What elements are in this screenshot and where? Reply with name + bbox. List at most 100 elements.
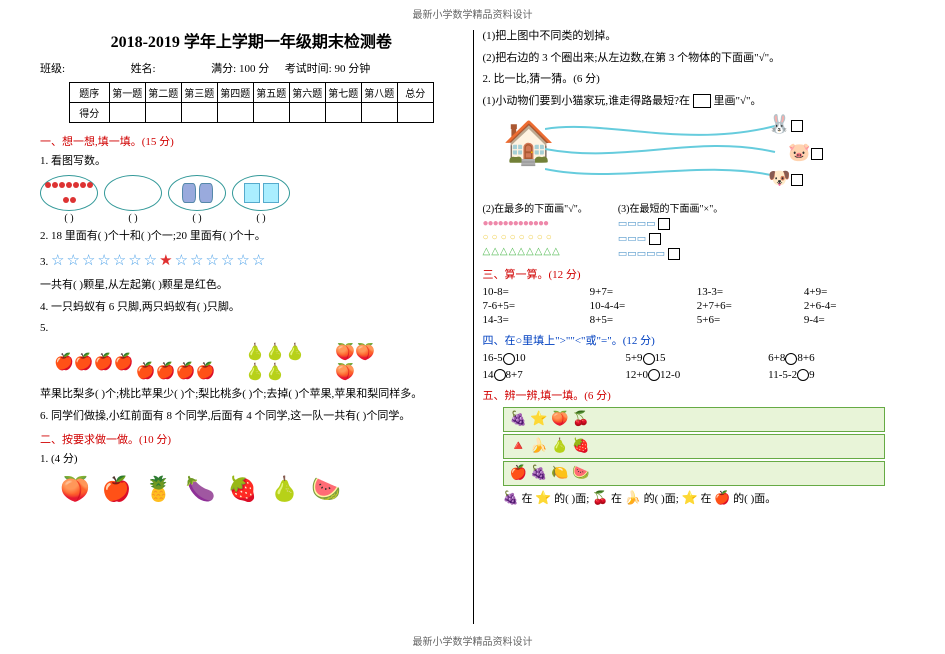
calc-cell: 7-6+5= [483, 300, 584, 312]
calc-cell: 10-8= [483, 286, 584, 298]
dots-line-1: ●●●●●●●●●●●●● [483, 218, 588, 229]
house-scene: 🏠 🐰 🐷 🐶 [503, 114, 823, 194]
pattern-row-3: 🍎 🍇 🍋 🍉 [503, 461, 886, 486]
full-label: 满分: [211, 60, 236, 76]
circle-icon [785, 353, 797, 365]
cherry-icon: 🍒 [592, 490, 608, 505]
q2-3-col: (3)在最短的下面画"×"。 ▭▭▭▭ ▭▭▭ ▭▭▭▭▭ [618, 200, 723, 260]
cuboid-icon [263, 183, 279, 203]
calc-grid: 10-8= 9+7= 13-3= 4+9= 7-6+5= 10-4-4= 2+7… [483, 286, 906, 326]
td [397, 103, 433, 123]
txt: 的( )面; [554, 493, 589, 505]
txt: 的( )面。 [733, 493, 776, 505]
q1-5-line: 苹果比梨多( )个;桃比苹果少( )个;梨比桃多( )个;去掉( )个苹果,苹果… [40, 386, 463, 404]
page-header: 最新小学数学精品资料设计 [0, 6, 945, 21]
r1: (1)把上图中不同类的划掉。 [483, 28, 906, 46]
th: 第二题 [145, 83, 181, 103]
comp-cell: 11-5-29 [768, 369, 905, 381]
calc-cell: 2+7+6= [697, 300, 798, 312]
td [325, 103, 361, 123]
full-value: 100 分 [239, 60, 269, 76]
dot-icon [59, 182, 65, 188]
comp-cell: 12+012-0 [625, 369, 762, 381]
star-icon: ⭐ [682, 490, 698, 505]
q2-1b-text: 里画"√"。 [713, 95, 761, 107]
pear-icon: 🍐 [269, 475, 299, 504]
rabbit-icon: 🐰 [768, 114, 802, 135]
dot-icon [70, 197, 76, 203]
comp-grid: 16-510 5+915 6+88+6 148+7 12+012-0 11-5-… [483, 352, 906, 381]
circle-icon [494, 369, 506, 381]
txt: 在 [611, 493, 622, 505]
dot-icon [66, 182, 72, 188]
dot-icon [52, 182, 58, 188]
oval-group: ( ) [104, 175, 162, 224]
circle-icon [648, 369, 660, 381]
td [181, 103, 217, 123]
section-4-title: 四、在○里填上">""<"或"="。(12 分) [483, 332, 906, 348]
bar-3: ▭▭▭▭▭ [618, 248, 723, 260]
q1-1-ovals: ( ) ( ) ( ) ( ) [40, 175, 463, 224]
bar-1: ▭▭▭▭ [618, 218, 723, 230]
oval-group: ( ) [40, 175, 98, 224]
meta-line: 班级: 姓名: 满分: 100 分 考试时间: 90 分钟 [40, 60, 463, 76]
oval-caption: ( ) [232, 213, 290, 224]
th: 第五题 [253, 83, 289, 103]
oval-caption: ( ) [40, 213, 98, 224]
star-icon: ☆☆☆☆☆☆☆ [51, 253, 159, 269]
star-icon: ⭐ [535, 490, 551, 505]
checkbox-placeholder [693, 94, 711, 108]
q2-1: (1)小动物们要到小猫家玩,谁走得路最短?在 里画"√"。 [483, 93, 906, 111]
dot-icon [63, 197, 69, 203]
dot-icon [87, 182, 93, 188]
banana-icon: 🍌 [625, 490, 641, 505]
dot-icon [73, 182, 79, 188]
circle-icon [643, 353, 655, 365]
circle-icon [503, 353, 515, 365]
star-icon: ★ [159, 253, 174, 269]
box-icon [658, 218, 670, 230]
q1-5-fruits: 🍎🍎🍎🍎 🍎🍎🍎🍎 🍐🍐🍐🍐🍐 🍑🍑🍑 [54, 342, 463, 382]
txt: 的( )面; [644, 493, 679, 505]
cylinder-icon [182, 183, 196, 203]
th: 总分 [397, 83, 433, 103]
peach-icon: 🍑🍑🍑 [335, 342, 375, 382]
th: 第三题 [181, 83, 217, 103]
td [145, 103, 181, 123]
section-2-title: 二、按要求做一做。(10 分) [40, 431, 463, 447]
dog-icon: 🐶 [768, 168, 802, 189]
star-icon: ☆☆☆☆☆☆ [175, 253, 268, 269]
comp-cell: 16-510 [483, 352, 620, 364]
table-row: 得分 [69, 103, 433, 123]
q2-23-row: (2)在最多的下面画"√"。 ●●●●●●●●●●●●● ○○○○○○○○ △△… [483, 200, 906, 260]
page-body: 2018-2019 学年上学期一年级期末检测卷 班级: 姓名: 满分: 100 … [0, 0, 945, 654]
th: 题序 [69, 83, 109, 103]
q2-2-col: (2)在最多的下面画"√"。 ●●●●●●●●●●●●● ○○○○○○○○ △△… [483, 200, 588, 257]
q1-4: 4. 一只蚂蚁有 6 只脚,两只蚂蚁有( )只脚。 [40, 299, 463, 317]
q1-2: 2. 18 里面有( )个十和( )个一;20 里面有( )个十。 [40, 228, 463, 246]
apple-icon: 🍎🍎🍎🍎 [54, 352, 134, 372]
comp-cell: 148+7 [483, 369, 620, 381]
pineapple-icon: 🍍 [144, 475, 174, 504]
oval-4 [232, 175, 290, 211]
q2-1-fruits: 🍑 🍎 🍍 🍆 🍓 🍐 🍉 [60, 475, 463, 504]
dot-icon [45, 182, 51, 188]
txt: 在 [700, 493, 711, 505]
class-label: 班级: [40, 60, 65, 76]
comp-cell: 5+915 [625, 352, 762, 364]
calc-cell: 13-3= [697, 286, 798, 298]
left-column: 2018-2019 学年上学期一年级期末检测卷 班级: 姓名: 满分: 100 … [30, 24, 473, 630]
dots-line-3: △△△△△△△△△ [483, 246, 588, 257]
bar-2: ▭▭▭ [618, 233, 723, 245]
section-5-title: 五、辨一辨,填一填。(6 分) [483, 387, 906, 403]
page-footer: 最新小学数学精品资料设计 [0, 633, 945, 648]
th: 第一题 [109, 83, 145, 103]
q2-1-label: 1. (4 分) [40, 451, 463, 469]
q2-2-label: (2)在最多的下面画"√"。 [483, 200, 588, 215]
pattern-row-1: 🍇 ⭐ 🍑 🍒 [503, 407, 886, 432]
oval-caption: ( ) [168, 213, 226, 224]
dot-icon [80, 182, 86, 188]
score-table: 题序 第一题 第二题 第三题 第四题 第五题 第六题 第七题 第八题 总分 得分 [69, 82, 434, 123]
box-icon [668, 248, 680, 260]
eggplant-icon: 🍆 [186, 475, 216, 504]
